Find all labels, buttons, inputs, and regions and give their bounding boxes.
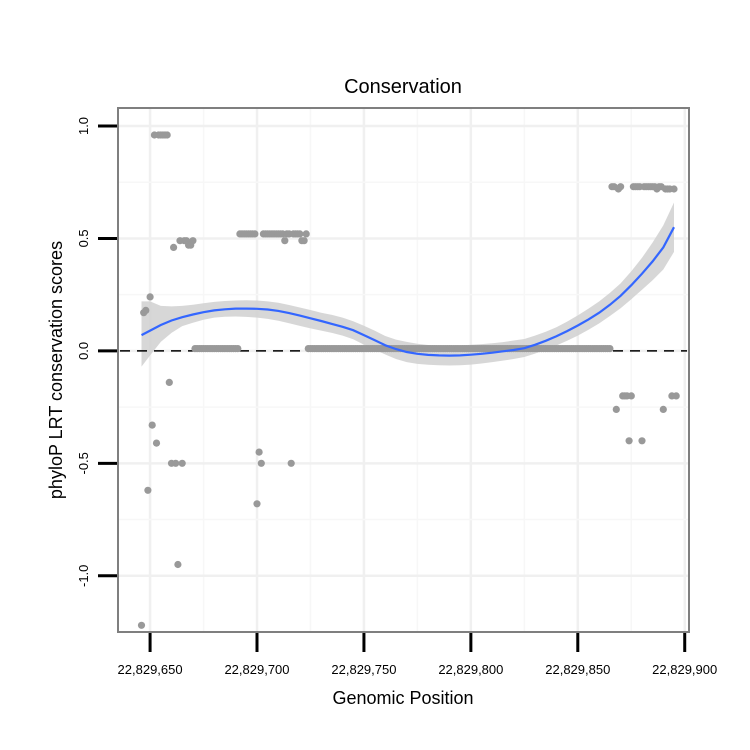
y-tick-label: -0.5	[76, 452, 91, 474]
data-point	[146, 293, 154, 301]
data-point	[612, 405, 620, 413]
x-axis: 22,829,650 22,829,700 22,829,750 22,829,800…	[118, 633, 717, 677]
data-point	[142, 306, 150, 314]
data-point	[296, 230, 304, 238]
data-point	[178, 459, 186, 467]
data-point	[234, 345, 242, 353]
data-point	[172, 459, 180, 467]
x-tick-label: 22,829,900	[652, 662, 717, 677]
fit-layer	[140, 226, 675, 357]
data-point	[659, 405, 667, 413]
y-tick-label: 0.0	[76, 342, 91, 360]
x-axis-label: Genomic Position	[332, 688, 473, 708]
data-point	[606, 345, 614, 353]
plot-panel	[117, 107, 690, 633]
data-point	[251, 230, 259, 238]
x-tick-label: 22,829,850	[545, 662, 610, 677]
grid-lines	[119, 109, 688, 631]
data-point	[148, 421, 156, 429]
smooth-fit-line	[140, 226, 675, 357]
data-point	[617, 183, 625, 191]
x-tick-label: 22,829,750	[331, 662, 396, 677]
y-axis-label: phyloP LRT conservation scores	[46, 241, 66, 499]
data-point	[189, 237, 197, 245]
y-axis: -1.0 -0.5 0.0 0.5 1.0	[76, 117, 117, 587]
data-point	[174, 560, 182, 569]
data-point	[302, 230, 310, 238]
data-point	[152, 439, 161, 447]
x-tick-label: 22,829,800	[438, 662, 503, 677]
data-point	[281, 237, 289, 245]
data-point	[144, 486, 152, 494]
data-point	[137, 621, 146, 629]
x-tick-label: 22,829,700	[224, 662, 289, 677]
data-point	[255, 448, 263, 456]
x-tick-label: 22,829,650	[118, 662, 183, 677]
data-point	[627, 392, 635, 400]
data-point	[165, 378, 173, 386]
data-point	[638, 437, 646, 445]
data-point	[625, 437, 633, 445]
y-tick-label: 0.5	[76, 229, 91, 247]
data-point	[257, 459, 265, 467]
data-point	[163, 131, 171, 139]
data-point	[170, 243, 178, 251]
chart-title: Conservation	[344, 76, 462, 98]
y-tick-label: -1.0	[76, 565, 91, 587]
data-point	[300, 237, 308, 245]
data-point	[672, 392, 680, 400]
data-point	[287, 459, 295, 467]
y-tick-label: 1.0	[76, 117, 91, 135]
data-point	[253, 500, 261, 508]
points-layer	[137, 131, 680, 629]
data-point	[670, 185, 678, 193]
